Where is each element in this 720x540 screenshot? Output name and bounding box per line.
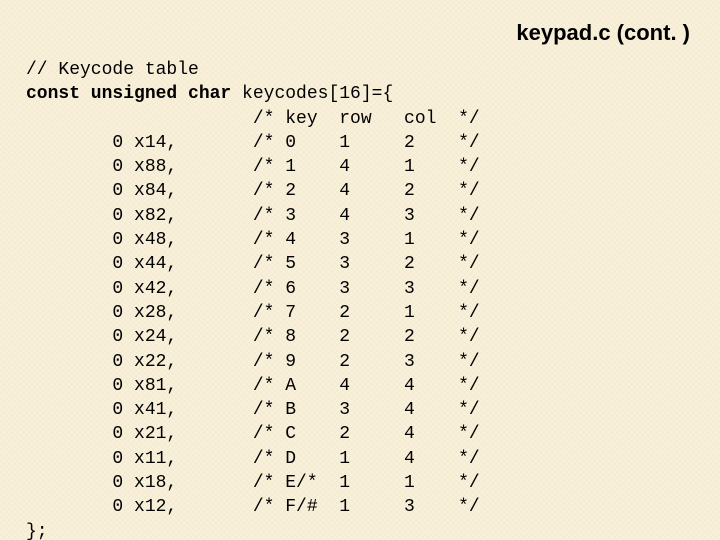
- closing-brace: };: [26, 522, 48, 540]
- keycode-table-body: /* key row col */ 0 x14, /* 0 1 2 */ 0 x…: [26, 109, 480, 518]
- page-title: keypad.c (cont. ): [516, 20, 690, 46]
- decl-keywords: const unsigned char: [26, 84, 231, 104]
- decl-rest: keycodes[16]={: [231, 84, 393, 104]
- comment-line: // Keycode table: [26, 60, 199, 80]
- code-block: // Keycode table const unsigned char key…: [26, 58, 480, 540]
